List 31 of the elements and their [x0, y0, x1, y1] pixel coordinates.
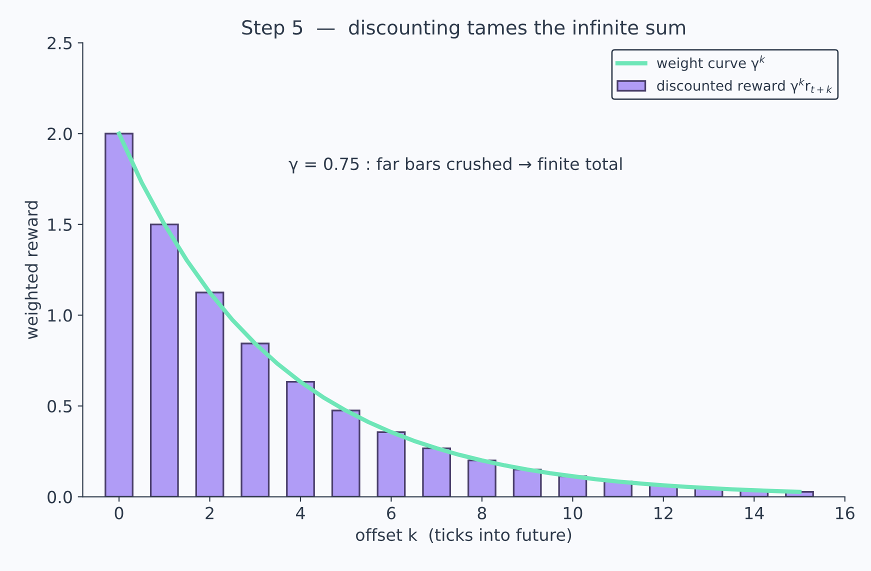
x-tick-label: 16 [836, 506, 854, 520]
bar [286, 380, 315, 497]
bar [104, 132, 134, 497]
x-tick-label: 12 [654, 506, 672, 520]
bar [376, 431, 406, 497]
x-tick-label: 10 [564, 506, 582, 520]
y-tick-label: 0.0 [48, 490, 72, 504]
bar [150, 224, 179, 497]
y-tick-label: 1.0 [48, 309, 72, 322]
y-axis-title: weighted reward [24, 201, 41, 340]
y-tick-label: 1.5 [48, 218, 72, 231]
bar [240, 342, 270, 497]
y-tick-label: 2.0 [48, 128, 72, 140]
x-tick-label: 6 [387, 506, 396, 520]
legend-label: discounted reward γ$^{k}$r$_{t+k}$ [657, 78, 832, 94]
x-tick-label: 8 [478, 506, 486, 520]
annotation: γ = 0.75 : far bars crushed → finite total [288, 157, 622, 174]
x-tick-label: 14 [745, 507, 764, 520]
bar [422, 447, 452, 497]
legend-label: weight curve γ$^{k}$ [656, 55, 766, 71]
line-series [116, 132, 802, 494]
bar [195, 292, 224, 497]
bar [331, 410, 360, 497]
x-axis-title: offset k (ticks into future) [356, 528, 572, 544]
bar [468, 460, 496, 497]
x-tick-label: 4 [296, 507, 305, 520]
y-tick-label: 0.5 [48, 400, 72, 413]
x-tick-label: 2 [206, 506, 214, 520]
chart-title: Step 5 — discounting tames the infinite sum [242, 20, 686, 39]
x-tick-label: 0 [114, 506, 124, 520]
y-tick-label: 2.5 [48, 36, 72, 50]
